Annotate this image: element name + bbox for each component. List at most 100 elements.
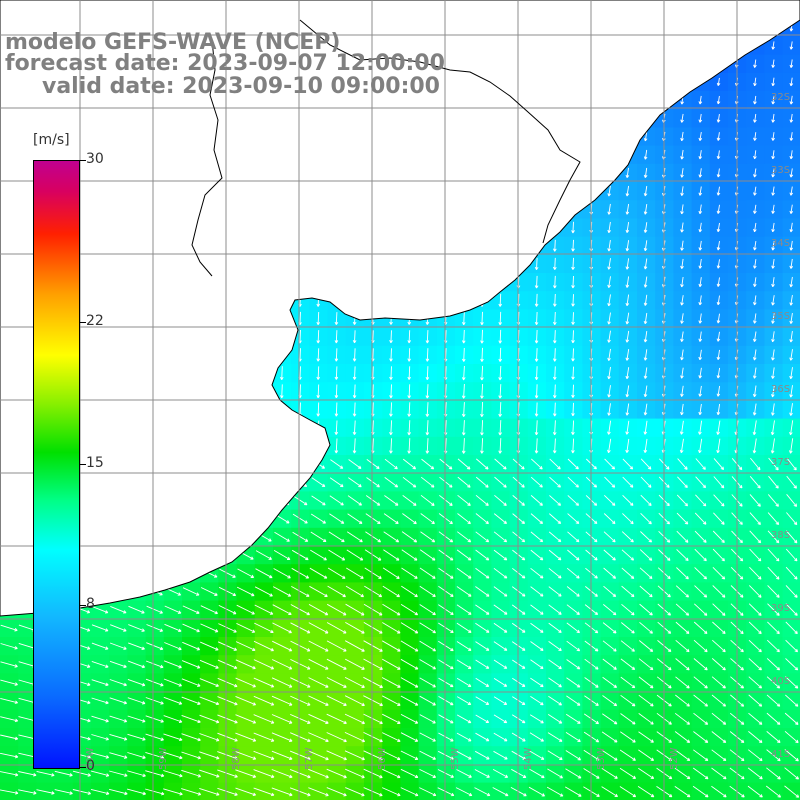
wind-arrow [638,713,654,725]
wind-arrow [316,366,320,380]
wind-arrow [530,567,544,579]
wind-arrow [712,603,726,616]
wind-arrow [145,697,164,705]
wind-arrow [181,660,201,669]
wind-arrow [603,585,617,598]
wind-arrow [345,768,365,779]
wind-arrow [676,567,689,580]
wind-speed-cell [600,327,620,347]
wind-arrow [316,330,320,344]
wind-speed-cell [746,200,765,219]
wind-arrow [712,585,726,598]
wind-arrow [407,420,411,436]
wind-arrow [438,549,454,561]
wind-arrow [698,385,702,397]
wind-arrow [716,420,721,435]
wind-arrow [199,769,220,778]
wind-arrow [784,694,799,707]
wind-arrow [382,622,401,634]
wind-arrow [326,787,347,797]
wind-arrow [676,494,689,507]
wind-arrow [289,750,311,761]
wind-arrow [420,494,435,506]
wind-speed-cell [782,618,800,638]
wind-arrow [308,695,329,706]
wind-arrow [145,751,165,760]
latitude-label: 32S [771,92,790,103]
wind-arrow [552,366,557,380]
wind-arrow [753,222,757,233]
wind-arrow [389,438,393,454]
wind-arrow [770,438,775,454]
wind-arrow [643,294,648,306]
wind-arrow [381,658,401,670]
longitude-label: 60W [85,747,96,770]
wind-arrow [789,349,793,361]
wind-arrow [693,676,708,689]
wind-arrow [290,604,310,616]
wind-arrow [347,495,363,506]
wind-arrow [493,604,508,615]
wind-arrow [480,401,484,418]
longitude-label: 59W [158,747,169,770]
wind-arrow [255,550,272,560]
wind-arrow [347,513,363,524]
wind-speed-cell [782,546,800,565]
wind-arrow [607,258,611,270]
wind-arrow [90,770,110,777]
wind-arrow [638,767,655,780]
wind-arrow [109,770,128,777]
wind-arrow [237,568,255,578]
wind-arrow [272,604,292,615]
wind-arrow [163,751,183,760]
wind-arrow [254,586,273,597]
wind-arrow [217,732,238,742]
wind-arrow [789,41,794,50]
wind-speed-cell [782,691,800,711]
wind-speed-cell [637,436,656,456]
wind-speed-cell [691,163,711,183]
wind-arrow [552,330,557,344]
wind-arrow [565,713,581,724]
wind-arrow [548,586,562,597]
wind-arrow [511,732,526,742]
wind-speed-cell [691,109,711,128]
wind-arrow [438,622,454,634]
wind-arrow [254,604,274,615]
wind-speed-cell [655,782,674,800]
wind-speed-cell [709,436,729,456]
wind-speed-cell [673,382,693,401]
wind-arrow [438,732,454,742]
wind-arrow [785,566,798,580]
wind-arrow [146,624,164,632]
wind-speed-cell [691,309,711,329]
wind-arrow [475,549,490,561]
wind-arrow [789,168,794,178]
wind-speed-cell [691,400,711,420]
wind-arrow [419,640,436,652]
wind-arrow [643,349,648,361]
wind-arrow [344,750,365,761]
wind-arrow [692,785,709,798]
wind-arrow [711,658,726,671]
wind-speed-cell [691,436,711,456]
wind-arrow [752,313,757,324]
wind-arrow [344,677,365,688]
wind-speed-cell [618,182,638,201]
wind-arrow [698,150,703,160]
colorbar-tick [80,605,86,607]
wind-arrow [407,330,411,344]
wind-speed-cell [637,291,656,310]
wind-arrow [182,605,200,615]
wind-arrow [346,567,364,579]
wind-arrow [680,131,684,142]
wind-arrow [529,750,545,760]
wind-arrow [625,349,630,361]
wind-speed-cell [673,109,693,128]
wind-arrow [475,531,490,543]
wind-arrow [308,713,329,724]
colorbar-tick-label: 0 [86,758,95,774]
wind-speed-cell [600,291,620,310]
wind-arrow [91,752,110,759]
wind-arrow [639,603,653,616]
